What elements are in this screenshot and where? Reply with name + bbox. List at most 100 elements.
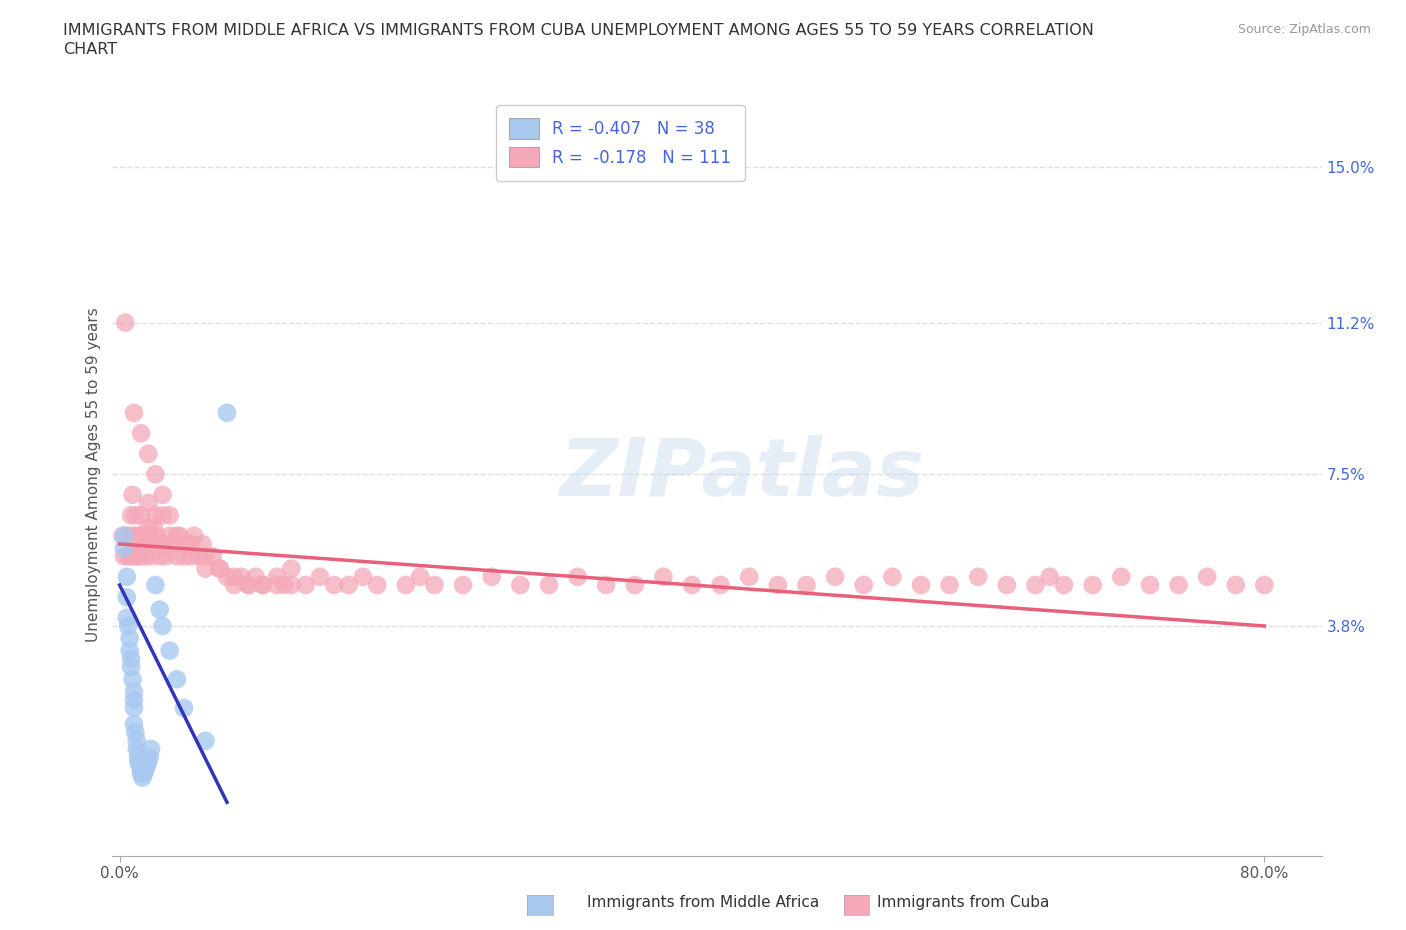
Point	[117, 549, 139, 564]
Point	[995, 578, 1018, 592]
Point	[238, 578, 260, 592]
Text: CHART: CHART	[63, 42, 117, 57]
Point	[125, 741, 148, 756]
Point	[180, 537, 202, 551]
Point	[120, 549, 142, 564]
Point	[114, 315, 136, 330]
Point	[1139, 578, 1161, 592]
Point	[423, 578, 446, 592]
Point	[337, 578, 360, 592]
Point	[766, 578, 789, 592]
Point	[129, 528, 152, 543]
Point	[194, 549, 217, 564]
Point	[166, 528, 188, 543]
Point	[118, 644, 141, 658]
Point	[194, 734, 217, 749]
Point	[152, 537, 174, 551]
Point	[191, 537, 214, 551]
Point	[115, 569, 138, 584]
Point	[122, 700, 145, 715]
Point	[145, 537, 167, 551]
Point	[112, 549, 135, 564]
Point	[125, 528, 148, 543]
Point	[152, 618, 174, 633]
Point	[120, 651, 142, 666]
Point	[145, 578, 167, 592]
Point	[166, 671, 188, 686]
Point	[1024, 578, 1046, 592]
Point	[115, 590, 138, 604]
Point	[1225, 578, 1247, 592]
Point	[409, 569, 432, 584]
Point	[1039, 569, 1062, 584]
Point	[112, 540, 135, 555]
Legend: R = -0.407   N = 38, R =  -0.178   N = 111: R = -0.407 N = 38, R = -0.178 N = 111	[496, 105, 745, 180]
Point	[138, 528, 160, 543]
Point	[127, 754, 149, 769]
Point	[352, 569, 374, 584]
Point	[141, 537, 163, 551]
Point	[652, 569, 675, 584]
Point	[238, 578, 260, 592]
Point	[208, 561, 231, 576]
Point	[163, 537, 186, 551]
Point	[567, 569, 589, 584]
Point	[143, 520, 166, 535]
Point	[224, 578, 246, 592]
Point	[208, 561, 231, 576]
Point	[149, 602, 172, 617]
Point	[125, 734, 148, 749]
Point	[127, 537, 149, 551]
Point	[135, 537, 157, 551]
Point	[201, 549, 224, 564]
Point	[215, 569, 238, 584]
Point	[183, 528, 205, 543]
Point	[180, 549, 202, 564]
Point	[128, 758, 150, 773]
Point	[882, 569, 904, 584]
Point	[127, 750, 149, 764]
Point	[139, 741, 162, 756]
Point	[136, 496, 159, 511]
Point	[124, 508, 146, 523]
Point	[152, 487, 174, 502]
Point	[138, 750, 160, 764]
Point	[149, 549, 172, 564]
Point	[323, 578, 346, 592]
Point	[136, 754, 159, 769]
Text: ZIPatlas: ZIPatlas	[558, 435, 924, 513]
Point	[280, 561, 302, 576]
Y-axis label: Unemployment Among Ages 55 to 59 years: Unemployment Among Ages 55 to 59 years	[86, 307, 101, 642]
Point	[115, 528, 138, 543]
Point	[136, 446, 159, 461]
Point	[122, 528, 145, 543]
Point	[280, 578, 302, 592]
Point	[118, 631, 141, 645]
Point	[146, 528, 169, 543]
Point	[252, 578, 274, 592]
Point	[1167, 578, 1189, 592]
Point	[112, 528, 135, 543]
Point	[187, 549, 209, 564]
Point	[194, 561, 217, 576]
Point	[129, 766, 152, 781]
Point	[132, 528, 155, 543]
Point	[215, 405, 238, 420]
Point	[710, 578, 733, 592]
Point	[121, 487, 143, 502]
Point	[136, 520, 159, 535]
Point	[122, 692, 145, 707]
Point	[451, 578, 474, 592]
Point	[623, 578, 645, 592]
Point	[1197, 569, 1219, 584]
Point	[266, 569, 288, 584]
Point	[124, 725, 146, 740]
Text: Source: ZipAtlas.com: Source: ZipAtlas.com	[1237, 23, 1371, 36]
Point	[309, 569, 332, 584]
Point	[224, 569, 246, 584]
Point	[595, 578, 617, 592]
Text: Immigrants from Cuba: Immigrants from Cuba	[877, 895, 1049, 910]
Point	[173, 549, 195, 564]
Point	[294, 578, 316, 592]
Point	[481, 569, 503, 584]
